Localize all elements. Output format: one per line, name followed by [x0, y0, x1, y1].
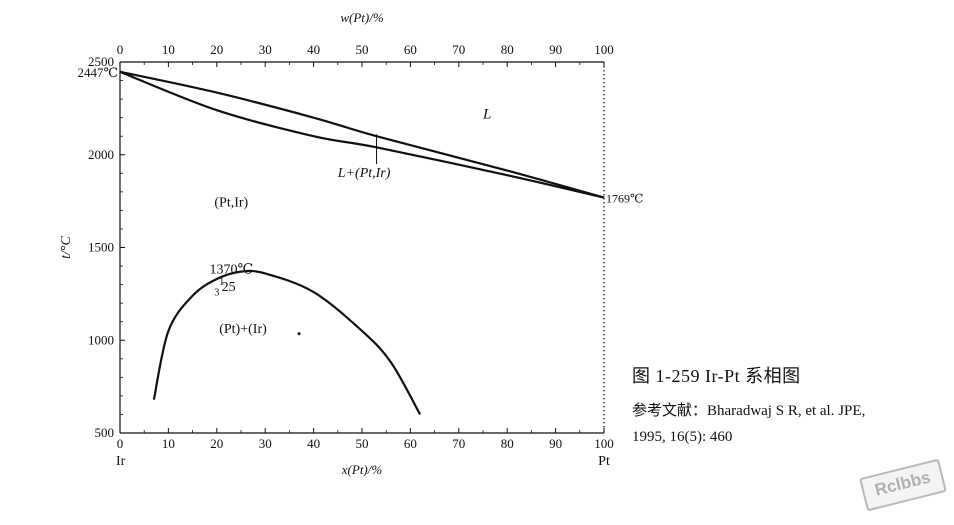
- x-tick-label-bottom: 80: [501, 436, 514, 451]
- critical-sub-label: 3: [214, 288, 219, 299]
- caption-reference-line1: 参考文献：Bharadwaj S R, et al. JPE,: [632, 403, 866, 419]
- caption-title: 图 1-259 Ir-Pt 系相图: [632, 366, 801, 386]
- y-tick-label: 2000: [88, 147, 114, 162]
- critical-composition-label: 25: [222, 280, 236, 295]
- x-tick-label-bottom: 70: [452, 436, 465, 451]
- y-tick-label: 2500: [88, 54, 114, 69]
- critical-temperature-label: 1370℃: [210, 262, 254, 277]
- liquidus-curve: [119, 70, 605, 199]
- solidus-curve: [119, 70, 605, 199]
- bottom-axis-title: x(Pt)/%: [341, 462, 383, 477]
- x-tick-label-bottom: 60: [404, 436, 417, 451]
- x-tick-label-bottom: 90: [549, 436, 562, 451]
- solid-solution-label: (Pt,Ir): [214, 196, 248, 211]
- two-phase-region-label: L+(Pt,Ir): [337, 166, 391, 181]
- x-tick-label-top: 100: [594, 42, 614, 57]
- figure-caption: 图 1-259 Ir-Pt 系相图 参考文献：Bharadwaj S R, et…: [632, 362, 942, 450]
- x-tick-label-top: 40: [307, 42, 320, 57]
- x-tick-label-bottom: 40: [307, 436, 320, 451]
- x-tick-label-top: 80: [501, 42, 514, 57]
- ir-end-label: Ir: [116, 454, 126, 469]
- x-tick-label-top: 30: [259, 42, 272, 57]
- x-tick-label-bottom: 50: [356, 436, 369, 451]
- pt-melting-point-label: 1769℃: [606, 192, 643, 206]
- x-tick-label-bottom: 0: [117, 436, 124, 451]
- x-tick-label-bottom: 100: [594, 436, 614, 451]
- x-tick-label-bottom: 10: [162, 436, 175, 451]
- y-tick-label: 1500: [88, 240, 114, 255]
- x-tick-label-bottom: 20: [210, 436, 223, 451]
- ir-melting-point-label: 2447℃: [77, 65, 118, 80]
- x-tick-label-top: 50: [356, 42, 369, 57]
- y-tick-label: 500: [95, 425, 115, 440]
- x-tick-label-top: 90: [549, 42, 562, 57]
- liquid-region-label: L: [482, 107, 491, 123]
- x-tick-label-top: 20: [210, 42, 223, 57]
- miscibility-gap-curve: [152, 269, 422, 415]
- x-tick-label-top: 0: [117, 42, 124, 57]
- x-tick-label-top: 70: [452, 42, 465, 57]
- miscibility-gap-label: (Pt)+(Ir): [219, 322, 267, 337]
- critical-sub2-label: 1: [219, 277, 224, 288]
- x-tick-label-top: 10: [162, 42, 175, 57]
- top-axis-title: w(Pt)/%: [340, 10, 383, 25]
- pt-end-label: Pt: [598, 454, 610, 469]
- caption-reference-line2: 1995, 16(5): 460: [632, 429, 733, 445]
- x-tick-label-top: 60: [404, 42, 417, 57]
- y-tick-label: 1000: [88, 332, 114, 347]
- x-tick-label-bottom: 30: [259, 436, 272, 451]
- dot-mark: [297, 332, 301, 336]
- y-axis-title: t/°C: [59, 235, 74, 258]
